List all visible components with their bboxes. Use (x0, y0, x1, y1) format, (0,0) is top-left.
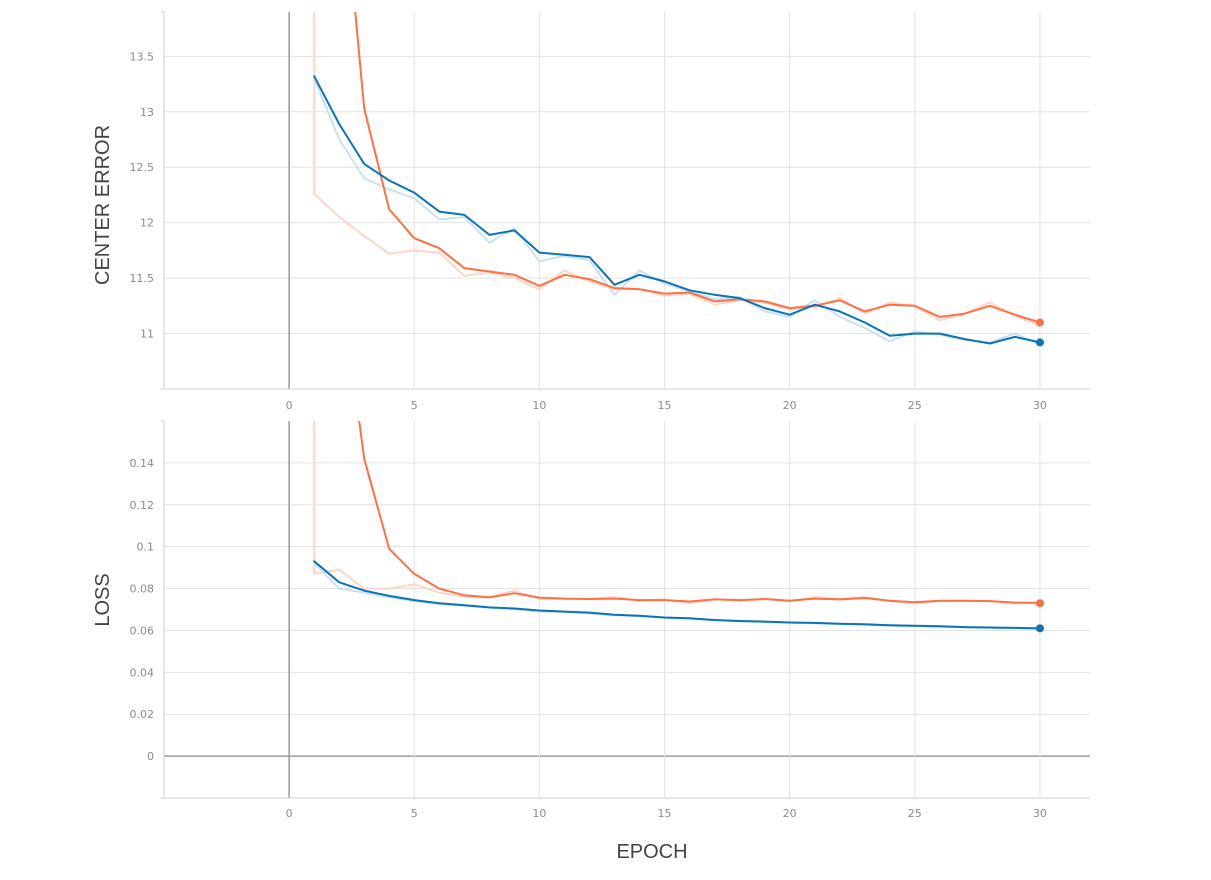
loss-x-tick-label: 10 (532, 807, 546, 820)
loss-series-line-blue-raw (313, 562, 1041, 630)
center-error-series-line-orange-raw (313, 12, 1041, 327)
loss-x-tick-label: 25 (908, 807, 922, 820)
y-axis-title-loss: LOSS (92, 573, 114, 626)
center-error-y-tick-label: 13.5 (130, 50, 155, 63)
loss-endpoint-marker-blue (1035, 624, 1044, 633)
center-error-series-line-blue (313, 75, 1041, 345)
loss-series-line-orange (358, 421, 1041, 604)
center-error-y-tick-label: 12.5 (130, 161, 155, 174)
center-error-y-tick-label: 11.5 (130, 272, 155, 285)
loss-endpoint-marker-orange (1035, 599, 1044, 608)
loss-chart: 0 0.02 0.04 0.06 0.08 0.1 0.12 0.14 0 5 10 15 20 25 30 (130, 420, 1090, 820)
loss-y-tick-label: 0.14 (130, 457, 155, 470)
loss-x-tick-label: 30 (1033, 807, 1047, 820)
center-error-x-tick-label: 15 (658, 399, 672, 412)
loss-y-tick-label: 0.02 (130, 708, 155, 721)
loss-y-tick-label: 0.1 (137, 541, 155, 554)
loss-y-tick-label: 0.06 (130, 624, 155, 637)
loss-series-line-blue (313, 560, 1041, 630)
y-axis-title-center-error: CENTER ERROR (92, 125, 114, 285)
loss-x-tick-label: 15 (658, 807, 672, 820)
center-error-x-tick-label: 20 (783, 399, 797, 412)
loss-series-line-orange-raw (313, 421, 1041, 605)
loss-x-tick-label: 0 (286, 807, 293, 820)
loss-y-tick-label: 0.12 (130, 499, 155, 512)
center-error-y-tick-label: 11 (140, 328, 154, 341)
center-error-chart: 11 11.5 12 12.5 13 13.5 0 5 10 15 20 25 30 (130, 11, 1090, 412)
loss-x-tick-label: 5 (411, 807, 418, 820)
center-error-x-tick-label: 10 (532, 399, 546, 412)
center-error-series-line-orange (354, 12, 1041, 324)
loss-y-tick-label: 0.04 (130, 666, 155, 679)
center-error-series-line-blue-raw (313, 77, 1041, 346)
center-error-x-tick-label: 30 (1033, 399, 1047, 412)
loss-y-tick-label: 0.08 (130, 583, 155, 596)
loss-x-tick-label: 20 (783, 807, 797, 820)
center-error-endpoint-marker-blue (1035, 338, 1044, 347)
center-error-y-tick-label: 12 (140, 217, 154, 230)
center-error-endpoint-marker-orange (1035, 318, 1044, 327)
center-error-y-tick-label: 13 (140, 106, 154, 119)
x-axis-title-epoch: EPOCH (616, 841, 687, 863)
loss-y-tick-label: 0 (147, 750, 154, 763)
center-error-x-tick-label: 0 (286, 399, 293, 412)
center-error-x-tick-label: 25 (908, 399, 922, 412)
center-error-x-tick-label: 5 (411, 399, 418, 412)
